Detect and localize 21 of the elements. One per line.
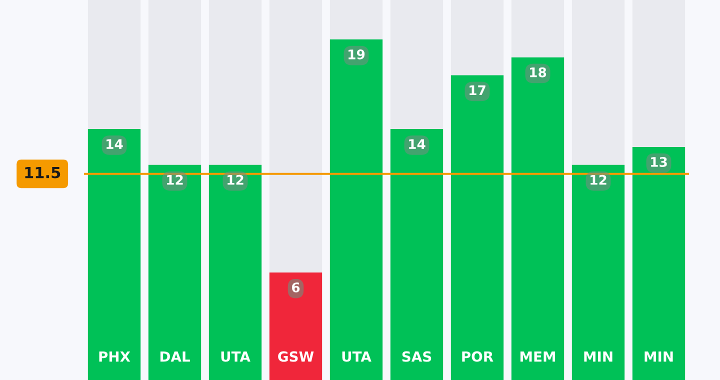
data-label: 12 — [590, 174, 606, 185]
x-tick-label: MEM — [520, 351, 556, 362]
data-label: 6 — [292, 282, 300, 292]
data-label: 17 — [470, 85, 486, 96]
x-tick-label: POR — [462, 351, 494, 362]
x-tick-label: PHX — [99, 351, 130, 362]
x-tick-label: GSW — [278, 351, 314, 362]
data-label: 14 — [106, 139, 123, 149]
x-tick-label: MIN — [584, 351, 612, 362]
data-label: 18 — [530, 67, 546, 78]
ref-line-label: 11.5 — [25, 166, 60, 178]
x-tick-label: UTA — [342, 351, 372, 362]
data-label: 12 — [167, 174, 183, 185]
data-label: 14 — [409, 139, 426, 149]
x-tick-label: UTA — [221, 351, 250, 362]
data-label: 13 — [651, 156, 667, 167]
x-tick-label: SAS — [402, 351, 432, 362]
x-tick-label: MIN — [644, 351, 673, 362]
x-tick-label: DAL — [160, 351, 190, 362]
data-label: 12 — [228, 174, 244, 185]
data-label: 19 — [348, 49, 365, 60]
